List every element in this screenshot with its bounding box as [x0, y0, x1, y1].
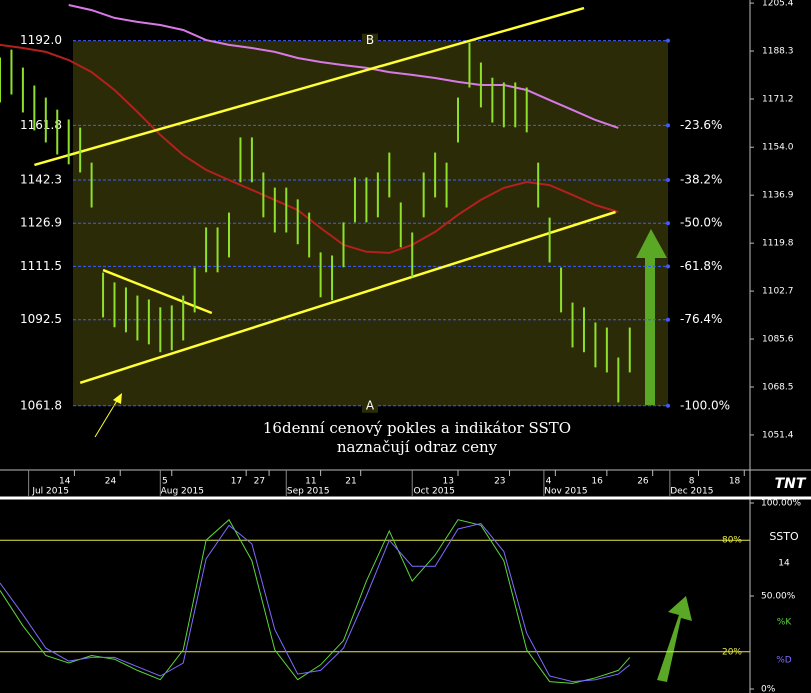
- fib-price-label: 1126.9: [20, 216, 62, 230]
- fib-percent-label: -50.0%: [680, 216, 722, 230]
- stoch-line: [0, 518, 631, 684]
- pointer-head: [113, 393, 122, 404]
- stoch-line: [0, 522, 631, 683]
- month-label: Oct 2015: [414, 487, 455, 497]
- annotation: naznačují odraz ceny: [337, 438, 498, 456]
- fib-percent-label: -61.8%: [680, 259, 722, 273]
- y-tick-label: 1171.2: [762, 94, 794, 104]
- x-tick-label: 5: [162, 477, 168, 487]
- legend-label: %K: [777, 618, 793, 628]
- y-tick-label: 50.00%: [761, 592, 796, 602]
- x-tick-label: 4: [546, 477, 552, 487]
- month-label: Sep 2015: [287, 487, 330, 497]
- y-tick-label: 1154.0: [762, 143, 794, 153]
- x-tick-label: 27: [254, 477, 265, 487]
- y-tick-label: 1051.4: [762, 430, 794, 440]
- month-label: Nov 2015: [544, 487, 587, 497]
- x-tick-label: 21: [345, 477, 356, 487]
- point-box: [362, 33, 378, 48]
- fib-handle: [666, 264, 670, 269]
- y-tick-label: 1188.3: [762, 47, 794, 57]
- x-tick-label: 13: [443, 477, 454, 487]
- series-line: [79, 210, 616, 384]
- x-tick-label: 23: [494, 477, 505, 487]
- x-tick-label: 26: [637, 477, 649, 487]
- fib-handle: [666, 38, 670, 43]
- fib-handle: [666, 221, 670, 226]
- indicator-period: 14: [778, 559, 790, 569]
- point-box: [362, 398, 378, 413]
- fib-price-label: 1111.5: [20, 259, 62, 273]
- fib-percent-label: -76.4%: [680, 312, 722, 326]
- fib-percent-label: -100.0%: [680, 398, 730, 412]
- x-tick-label: 16: [591, 477, 603, 487]
- y-tick-label: 1085.6: [762, 335, 794, 345]
- fib-price-label: 1161.8: [20, 118, 62, 132]
- x-tick-label: 17: [231, 477, 242, 487]
- fib-price-label: 1192.0: [20, 33, 62, 47]
- x-tick-label: 24: [105, 477, 117, 487]
- fib-price-label: 1092.5: [20, 312, 62, 326]
- legend-label: %D: [776, 656, 792, 666]
- annotation: 16denní cenový pokles a indikátor SSTO: [263, 419, 571, 437]
- point-label: A: [366, 398, 375, 412]
- y-tick-label: 0%: [761, 685, 776, 693]
- fib-handle: [666, 123, 670, 128]
- x-tick-label: 11: [305, 477, 316, 487]
- y-tick-label: 1068.5: [762, 382, 794, 392]
- fib-handle: [666, 403, 670, 408]
- y-tick-label: 1119.8: [762, 239, 794, 249]
- y-tick-label: 1102.7: [762, 287, 794, 297]
- series-line: [34, 6, 585, 167]
- x-tick-label: 14: [59, 477, 71, 487]
- fib-handle: [666, 317, 670, 322]
- up-arrow: [636, 229, 667, 405]
- fib-handle: [666, 178, 670, 183]
- x-tick-label: 8: [689, 477, 695, 487]
- x-tick-label: 18: [729, 477, 741, 487]
- month-label: Aug 2015: [161, 487, 204, 497]
- y-tick-label: 100.00%: [761, 499, 801, 509]
- month-label: Jul 2015: [31, 487, 69, 497]
- indicator-title: SSTO: [769, 530, 799, 543]
- fib-price-label: 1142.3: [20, 173, 62, 187]
- logo: TNT: [775, 476, 807, 492]
- month-label: Dec 2015: [670, 487, 713, 497]
- fib-percent-label: -23.6%: [680, 118, 722, 132]
- up-arrow: [657, 596, 692, 682]
- level-label: 80%: [722, 536, 742, 546]
- y-tick-label: 1136.9: [762, 191, 794, 201]
- fib-percent-label: -38.2%: [680, 173, 722, 187]
- y-tick-label: 1205.4: [762, 0, 794, 9]
- fib-price-label: 1061.8: [20, 398, 62, 412]
- point-label: B: [366, 33, 374, 47]
- level-label: 20%: [722, 647, 742, 657]
